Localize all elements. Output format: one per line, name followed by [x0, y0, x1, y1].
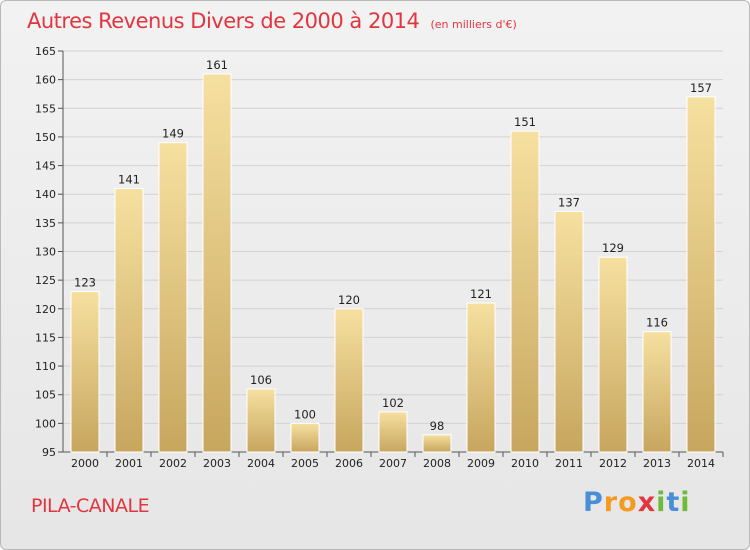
- data-label: 151: [514, 115, 536, 129]
- y-tick-label: 160: [35, 74, 56, 87]
- y-tick-label: 135: [35, 217, 56, 230]
- y-tick-label: 120: [35, 303, 56, 316]
- data-label: 161: [206, 58, 228, 72]
- data-label: 102: [382, 396, 404, 410]
- bar: [466, 302, 496, 453]
- proxiti-logo: Proxiti: [583, 487, 691, 518]
- y-tick-label: 140: [35, 188, 56, 201]
- y-tick-label: 125: [35, 274, 56, 287]
- bar: [334, 308, 364, 453]
- data-label: 129: [602, 241, 624, 255]
- location-name: PILA-CANALE: [31, 495, 150, 517]
- x-tick-label: 2004: [247, 457, 275, 470]
- data-label: 121: [470, 287, 492, 301]
- data-label: 137: [558, 195, 580, 209]
- chart-title-unit: (en milliers d'€): [430, 18, 517, 31]
- y-tick-label: 165: [35, 45, 56, 58]
- bar: [70, 291, 100, 453]
- data-label: 157: [690, 81, 712, 95]
- logo-letter: i: [656, 487, 667, 518]
- x-tick-label: 2008: [423, 457, 451, 470]
- x-tick-label: 2006: [335, 457, 363, 470]
- bar: [642, 331, 672, 453]
- x-tick-label: 2009: [467, 457, 495, 470]
- x-tick-label: 2010: [511, 457, 539, 470]
- x-tick-label: 2007: [379, 457, 407, 470]
- x-tick-label: 2002: [159, 457, 187, 470]
- bar: [598, 256, 628, 453]
- bar: [246, 388, 276, 453]
- y-tick-label: 100: [35, 417, 56, 430]
- logo-letter: i: [680, 487, 691, 518]
- x-tick-label: 2011: [555, 457, 583, 470]
- x-tick-label: 2005: [291, 457, 319, 470]
- logo-letter: x: [637, 487, 657, 518]
- x-tick-label: 2001: [115, 457, 143, 470]
- bar: [686, 96, 716, 453]
- x-tick-label: 2000: [71, 457, 99, 470]
- data-label: 141: [118, 172, 140, 186]
- y-tick-label: 110: [35, 360, 56, 373]
- bar: [378, 411, 408, 453]
- y-tick-label: 155: [35, 102, 56, 115]
- bar: [158, 142, 188, 453]
- data-label: 120: [338, 293, 360, 307]
- data-label: 98: [430, 419, 445, 433]
- bar: [510, 130, 540, 453]
- chart-title: Autres Revenus Divers de 2000 à 2014 (en…: [27, 9, 517, 33]
- y-tick-label: 145: [35, 160, 56, 173]
- bar: [554, 210, 584, 453]
- logo-letter: P: [583, 487, 604, 518]
- bar: [114, 187, 144, 453]
- logo-letter: t: [666, 487, 681, 518]
- x-tick-label: 2003: [203, 457, 231, 470]
- bar: [422, 434, 452, 453]
- data-label: 123: [74, 276, 96, 290]
- data-label: 100: [294, 407, 316, 421]
- y-tick-label: 105: [35, 389, 56, 402]
- bar: [202, 73, 232, 453]
- data-label: 149: [162, 127, 184, 141]
- y-tick-label: 95: [42, 446, 56, 459]
- y-tick-label: 150: [35, 131, 56, 144]
- x-tick-label: 2013: [643, 457, 671, 470]
- x-tick-label: 2012: [599, 457, 627, 470]
- logo-letter: r: [603, 487, 619, 518]
- chart-title-main: Autres Revenus Divers de 2000 à 2014: [27, 9, 420, 33]
- data-label: 106: [250, 373, 272, 387]
- data-label: 116: [646, 316, 668, 330]
- y-tick-label: 130: [35, 246, 56, 259]
- x-tick-label: 2014: [687, 457, 715, 470]
- logo-letter: o: [618, 487, 638, 518]
- y-tick-label: 115: [35, 331, 56, 344]
- bar: [290, 422, 320, 453]
